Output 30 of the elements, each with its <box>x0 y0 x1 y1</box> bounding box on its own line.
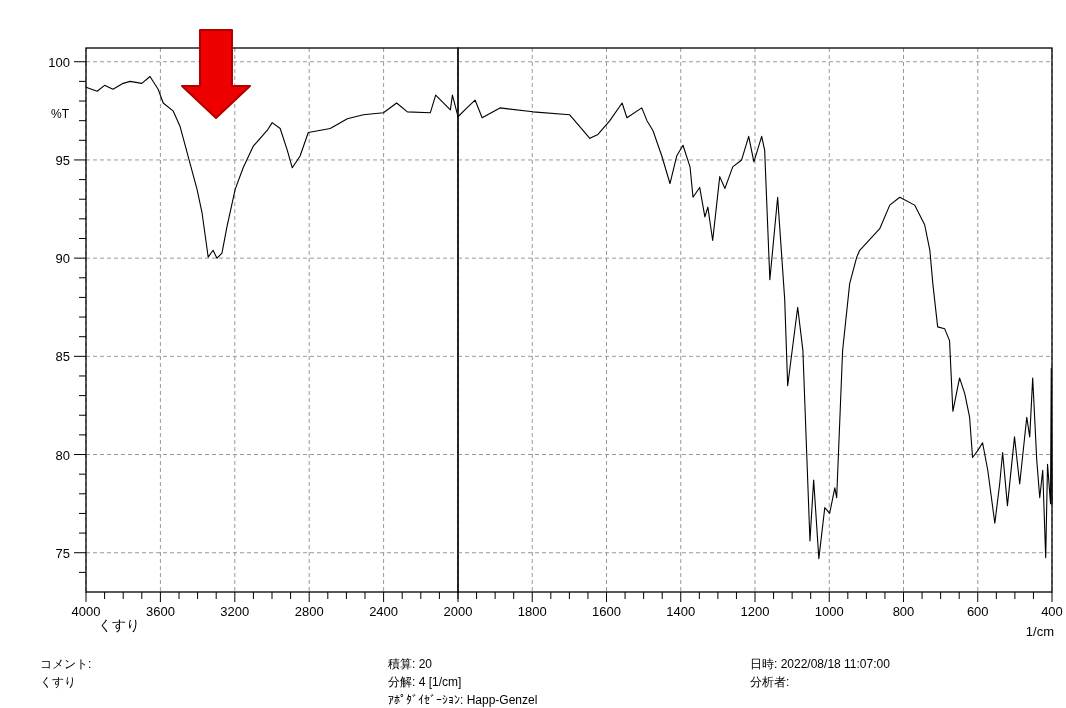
y-tick-label: 80 <box>55 447 70 463</box>
x-tick-label: 1400 <box>666 604 696 619</box>
text: くすり <box>40 675 76 689</box>
x-tick-label: 1600 <box>592 604 621 619</box>
x-tick-label: 400 <box>1041 604 1063 619</box>
x-tick-label: 1000 <box>814 604 844 619</box>
x-tick-label: 1800 <box>517 604 547 619</box>
y-tick-label: 100 <box>48 54 70 70</box>
x-tick-label: 2000 <box>443 604 473 619</box>
x-tick-label: 800 <box>892 604 915 619</box>
text: くすり <box>98 617 140 633</box>
x-tick-label: 3600 <box>145 604 175 619</box>
y-tick-label: 75 <box>55 545 70 561</box>
text: 日時: 2022/08/18 11:07:00 <box>750 657 891 671</box>
x-tick-label: 4000 <box>71 604 101 619</box>
x-axis-title: 1/cm <box>1025 624 1054 639</box>
text: 積算: 20 <box>388 657 433 671</box>
x-tick-label: 2400 <box>369 604 399 619</box>
y-tick-label: 85 <box>55 349 70 365</box>
y-tick-label: 95 <box>55 152 70 168</box>
y-tick-label: 90 <box>55 251 70 267</box>
text: 分析者: <box>750 675 790 689</box>
x-tick-label: 2800 <box>294 604 324 619</box>
x-tick-label: 1200 <box>740 604 770 619</box>
text: コメント: <box>40 657 92 671</box>
text: ｱﾎﾟﾀﾞｲｾﾞｰｼｮﾝ: Happ-Genzel <box>388 693 538 707</box>
x-tick-label: 600 <box>966 604 989 619</box>
y-axis-title: %T <box>51 107 70 121</box>
x-tick-label: 3200 <box>220 604 250 619</box>
text: 分解: 4 [1/cm] <box>388 675 462 689</box>
